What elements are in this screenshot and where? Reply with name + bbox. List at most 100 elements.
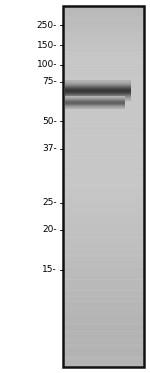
Bar [63,172,144,173]
Bar [63,89,144,90]
Bar [63,216,144,217]
Bar [63,196,144,197]
Bar [63,51,144,52]
Bar [63,284,144,285]
Bar [63,358,144,359]
Bar [63,55,144,56]
Bar [63,232,144,233]
Bar [63,300,144,301]
Bar [63,23,144,24]
Bar [63,331,144,332]
Bar [63,10,144,11]
Bar [63,302,144,303]
Bar [63,88,144,89]
Bar [63,206,144,207]
Bar [63,8,144,9]
Bar [63,33,144,34]
Bar [63,214,144,216]
Bar [63,364,144,365]
Bar [63,64,144,65]
Bar [63,76,144,77]
Bar [63,73,144,74]
Bar [63,84,144,85]
Bar [63,248,144,249]
Bar [63,251,144,252]
Bar [63,74,144,75]
Bar [63,131,144,132]
Bar [63,270,144,271]
Bar [63,13,144,14]
Bar [63,49,144,50]
Bar [63,333,144,334]
Bar [63,104,144,105]
Bar [63,201,144,202]
Bar [63,113,144,114]
Bar [63,268,144,269]
Bar [63,77,144,78]
Bar [63,311,144,312]
Bar [63,344,144,345]
Bar [63,141,144,142]
Bar [63,256,144,257]
Bar [63,173,144,174]
Bar [63,315,144,316]
Bar [63,223,144,225]
Bar [63,213,144,214]
Bar [63,263,144,264]
Bar [63,207,144,208]
Bar [63,295,144,296]
Bar [63,189,144,190]
Bar [63,271,144,272]
Bar [63,229,144,230]
Bar [63,354,144,355]
Bar [63,230,144,231]
Bar [63,229,144,231]
Bar [63,67,144,68]
Bar [63,330,144,331]
Bar [63,34,144,35]
Bar [63,178,144,179]
Bar [63,261,144,263]
Bar [63,131,144,132]
Bar [63,71,144,72]
Bar [63,15,144,16]
Bar [63,145,144,146]
Bar [63,86,144,87]
Bar [63,195,144,197]
Text: 15-: 15- [42,265,57,274]
Bar [63,259,144,260]
Bar [63,161,144,162]
Bar [63,266,144,267]
Bar [63,339,144,340]
Text: 50-: 50- [42,117,57,126]
Bar [63,321,144,322]
Bar [63,54,144,55]
Bar [63,363,144,364]
Bar [63,167,144,169]
Bar [63,212,144,213]
Bar [63,43,144,44]
Bar [63,21,144,22]
Bar [63,9,144,10]
Text: 150-: 150- [36,41,57,50]
Bar [63,286,144,287]
Bar [63,140,144,141]
Bar [63,87,144,88]
Bar [63,310,144,311]
Bar [63,190,144,191]
Bar [63,185,144,186]
Bar [63,119,144,120]
Bar [63,98,144,99]
Bar [63,30,144,31]
Bar [63,238,144,239]
Bar [63,21,144,22]
Bar [63,99,144,100]
Text: 25-: 25- [42,198,57,207]
Bar [63,96,144,97]
Bar [63,241,144,242]
Bar [63,30,144,31]
Bar [63,147,144,148]
Bar [63,39,144,40]
Bar [63,346,144,347]
Bar [63,77,144,78]
